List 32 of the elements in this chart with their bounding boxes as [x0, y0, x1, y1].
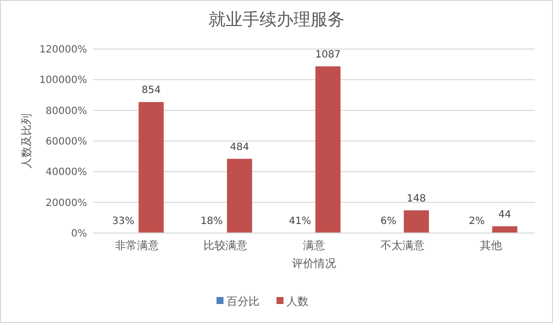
data-label: 44: [498, 209, 512, 220]
y-axis-title: 人数及比列: [20, 114, 33, 168]
bar: [138, 102, 164, 233]
legend-label: 百分比: [226, 294, 260, 308]
x-axis-title: 评价情况: [292, 257, 336, 270]
data-label: 854: [142, 85, 161, 96]
x-tick-label: 满意: [303, 239, 325, 252]
x-tick-label: 不太满意: [380, 239, 424, 252]
y-tick-label: 40000%: [46, 167, 87, 178]
data-label: 6%: [380, 216, 396, 227]
legend-label: 人数: [286, 294, 308, 308]
bar: [404, 210, 429, 233]
data-label: 1087: [315, 49, 341, 60]
y-tick-label: 120000%: [39, 44, 87, 56]
x-tick-label: 其他: [480, 239, 502, 252]
data-label: 148: [406, 193, 426, 204]
y-tick-label: 60000%: [46, 136, 87, 148]
data-label: 484: [230, 142, 250, 153]
data-label: 41%: [288, 216, 312, 227]
data-label: 33%: [112, 216, 134, 227]
y-tick-label: 100000%: [39, 75, 87, 86]
data-label: 18%: [200, 216, 223, 227]
y-tick-label: 20000%: [46, 198, 87, 209]
bar: [492, 226, 518, 233]
y-tick-label: 80000%: [46, 106, 87, 117]
x-tick-label: 比较满意: [204, 239, 248, 252]
y-tick-label: 0%: [71, 228, 87, 240]
chart-title: 就业手续办理服务: [208, 10, 344, 30]
bar: [226, 158, 252, 233]
data-label: 2%: [468, 216, 485, 227]
bar: [315, 66, 341, 233]
x-tick-label: 非常满意: [115, 239, 160, 252]
